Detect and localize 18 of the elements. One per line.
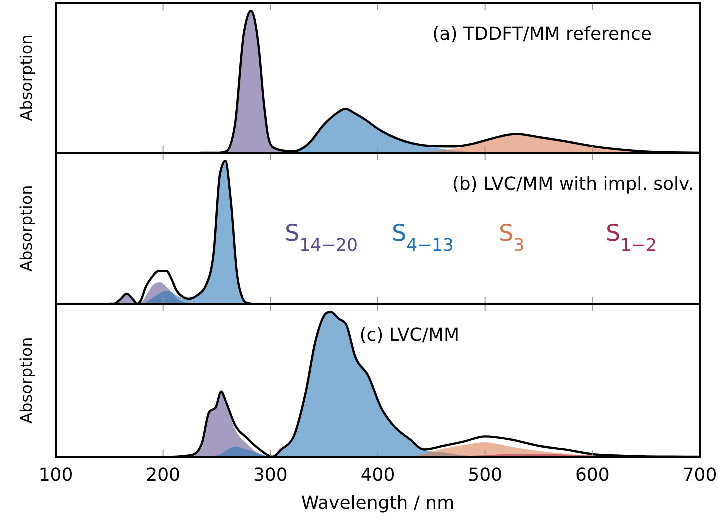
text: S$_{14−20}$ <box>285 221 358 256</box>
legend-label: S$_{3}$ <box>499 221 525 256</box>
text: (a) TDDFT/MM reference <box>432 24 652 45</box>
text: (b) LVC/MM with impl. solv. <box>452 174 694 195</box>
x-tick-label: 100 <box>38 465 74 486</box>
y-axis-title: Absorption <box>17 34 36 122</box>
y-axis-title: Absorption <box>17 185 36 272</box>
x-tick-label: 400 <box>360 465 396 486</box>
y-axis-title: Absorption <box>17 337 36 424</box>
x-tick-label: 600 <box>575 465 610 486</box>
text: (c) LVC/MM <box>360 325 460 346</box>
x-tick-label: 300 <box>253 465 288 486</box>
x-tick-label: 500 <box>468 465 503 486</box>
legend-label: S$_{1−2}$ <box>606 221 658 256</box>
x-tick-label: 200 <box>146 465 181 486</box>
x-tick-label: 700 <box>682 465 718 486</box>
x-axis-title: Wavelength / nm <box>301 493 455 514</box>
text: S$_{4−13}$ <box>392 221 454 256</box>
